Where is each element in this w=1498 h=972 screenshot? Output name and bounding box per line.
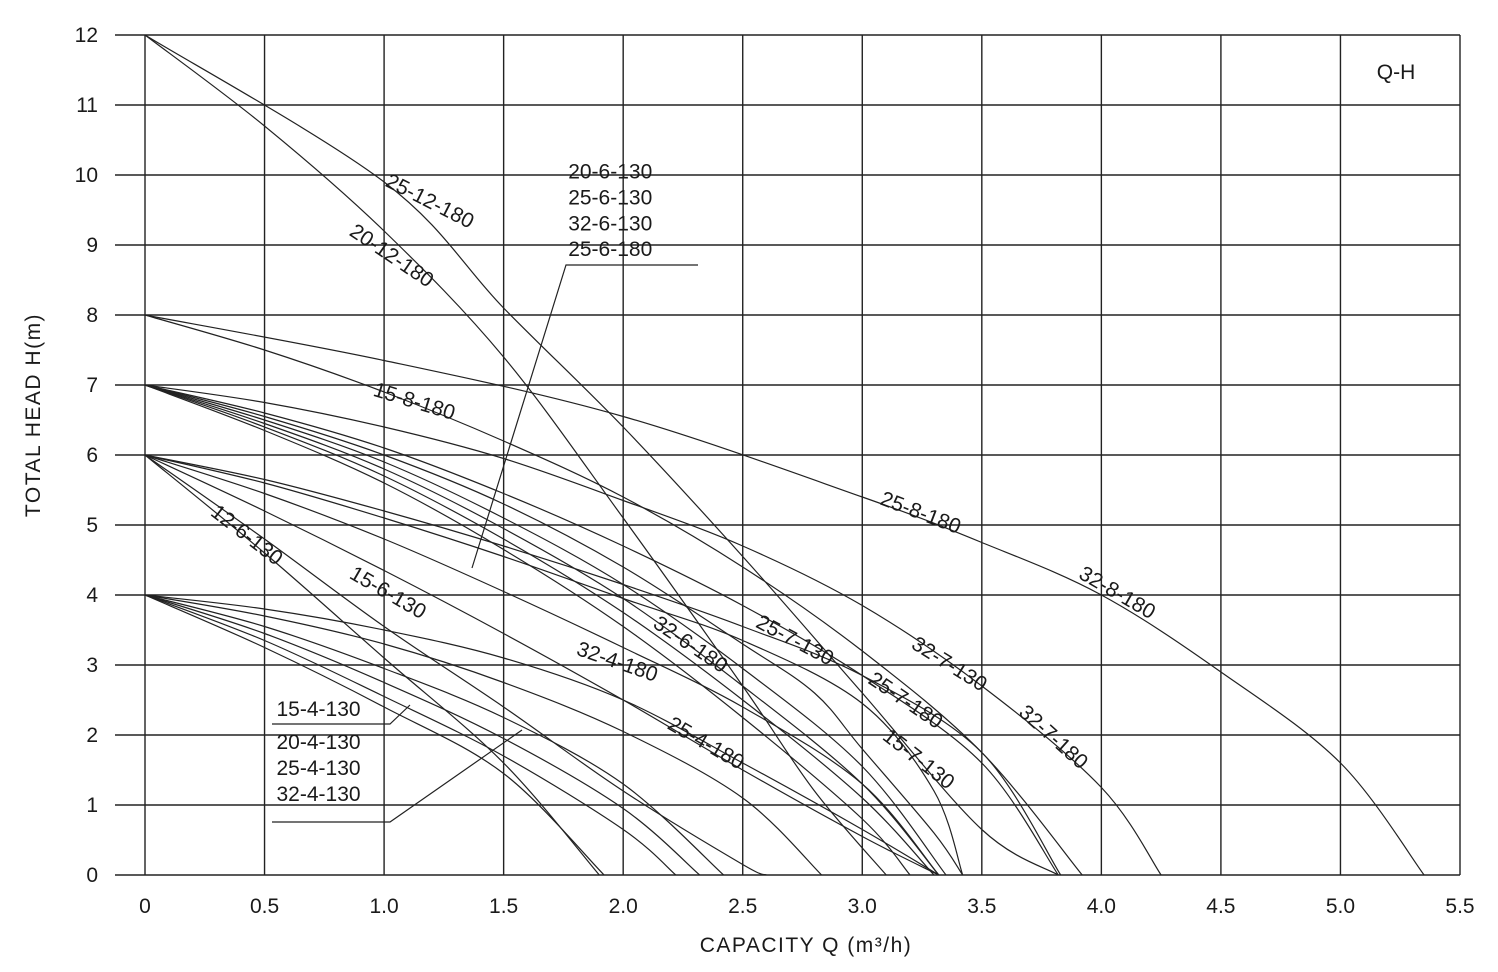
curve-32-8-180	[144, 314, 1083, 876]
y-tick-label: 2	[86, 724, 98, 747]
curve-label-25-8-180: 25-8-180	[877, 487, 964, 539]
y-axis-title: TOTAL HEAD H(m)	[22, 313, 45, 517]
curve-12-6-130	[144, 454, 600, 876]
y-tick-label: 6	[86, 444, 98, 467]
label-layer: 25-12-18020-12-18015-8-18012-6-13015-6-1…	[206, 161, 1159, 806]
curve-15-4-130	[144, 594, 725, 876]
group-label-25-6-180: 25-6-180	[568, 238, 652, 261]
curve-label-25-12-180: 25-12-180	[382, 169, 478, 233]
curve-15-6-130	[144, 454, 767, 876]
x-tick-label: 4.0	[1087, 895, 1116, 918]
group-label-15-4-130: 15-4-130	[277, 698, 361, 721]
leader-line-15-4-130	[272, 704, 411, 725]
curve-25-7-130	[144, 454, 964, 876]
grid-layer	[115, 34, 1461, 876]
curve-layer	[144, 34, 1425, 876]
y-tick-label: 0	[86, 864, 98, 887]
curve-15-8-180	[144, 384, 964, 876]
x-tick-label: 5.5	[1445, 895, 1474, 918]
y-tick-label: 9	[86, 234, 98, 257]
leader-layer	[272, 264, 698, 823]
x-tick-label: 3.5	[967, 895, 996, 918]
leader-line-6-group	[471, 264, 698, 569]
curve-label-32-6-180: 32-6-180	[649, 612, 732, 678]
curve-label-12-6-130: 12-6-130	[206, 500, 286, 570]
tick-layer: 0 0.5 1.0 1.5 2.0 2.5 3.0 3.5 4.0 4.5 5.0 5.5012345…	[75, 24, 1475, 918]
y-tick-label: 4	[86, 584, 98, 607]
curve-25-4-180	[144, 594, 823, 876]
curve-label-32-8-180: 32-8-180	[1075, 562, 1159, 624]
group-label-32-6-130: 32-6-130	[568, 212, 652, 235]
group-label-20-4-130: 20-4-130	[277, 731, 361, 754]
curve-25-8-180	[144, 314, 1425, 876]
leader-line-4-group	[272, 729, 523, 823]
curve-label-25-7-130: 25-7-130	[752, 611, 837, 671]
y-tick-label: 12	[75, 24, 98, 47]
x-tick-label: 5.0	[1326, 895, 1355, 918]
x-tick-label: 2.5	[728, 895, 757, 918]
curve-20-6-130	[144, 384, 940, 876]
group-label-25-6-130: 25-6-130	[568, 186, 652, 209]
curve-32-6-180	[144, 454, 940, 876]
y-tick-label: 7	[86, 374, 98, 397]
group-label-25-4-130: 25-4-130	[277, 757, 361, 780]
y-tick-label: 3	[86, 654, 98, 677]
x-tick-label: 3.0	[848, 895, 877, 918]
curve-15-7-130	[144, 454, 940, 876]
x-tick-label: 2.0	[609, 895, 638, 918]
x-tick-label: 1.0	[369, 895, 398, 918]
curve-25-7-180	[144, 384, 1059, 876]
curve-label-25-7-180: 25-7-180	[864, 668, 947, 734]
x-tick-label: 1.5	[489, 895, 518, 918]
y-tick-label: 5	[86, 514, 98, 537]
curve-label-32-7-180: 32-7-180	[1014, 701, 1092, 774]
curve-label-15-6-130: 15-6-130	[346, 562, 430, 624]
curve-label-32-7-130: 32-7-130	[907, 632, 990, 696]
group-label-20-6-130: 20-6-130	[568, 161, 652, 184]
curve-20-4-130	[144, 594, 701, 876]
curve-25-6-130	[144, 384, 935, 876]
curve-25-6-180	[144, 384, 947, 876]
curve-label-25-4-180: 25-4-180	[664, 712, 748, 774]
curve-25-12-180	[144, 34, 1059, 876]
curve-32-7-180	[144, 384, 1162, 876]
x-axis-title: CAPACITY Q (m³/h)	[700, 934, 913, 957]
x-tick-label: 4.5	[1206, 895, 1235, 918]
curve-25-4-130	[144, 594, 677, 876]
curve-20-12-180	[144, 34, 887, 876]
group-label-32-4-130: 32-4-130	[277, 783, 361, 806]
chart-tag: Q-H	[1377, 61, 1416, 84]
y-tick-label: 11	[76, 94, 98, 117]
curve-label-20-12-180: 20-12-180	[345, 220, 437, 293]
curve-32-4-130	[144, 594, 605, 876]
curve-32-6-130	[144, 384, 911, 876]
y-tick-label: 1	[86, 794, 98, 817]
curve-32-4-180	[144, 594, 940, 876]
x-tick-label: 0	[139, 895, 151, 918]
y-tick-label: 8	[86, 304, 98, 327]
x-tick-label: 0.5	[250, 895, 279, 918]
y-tick-label: 10	[75, 164, 98, 187]
